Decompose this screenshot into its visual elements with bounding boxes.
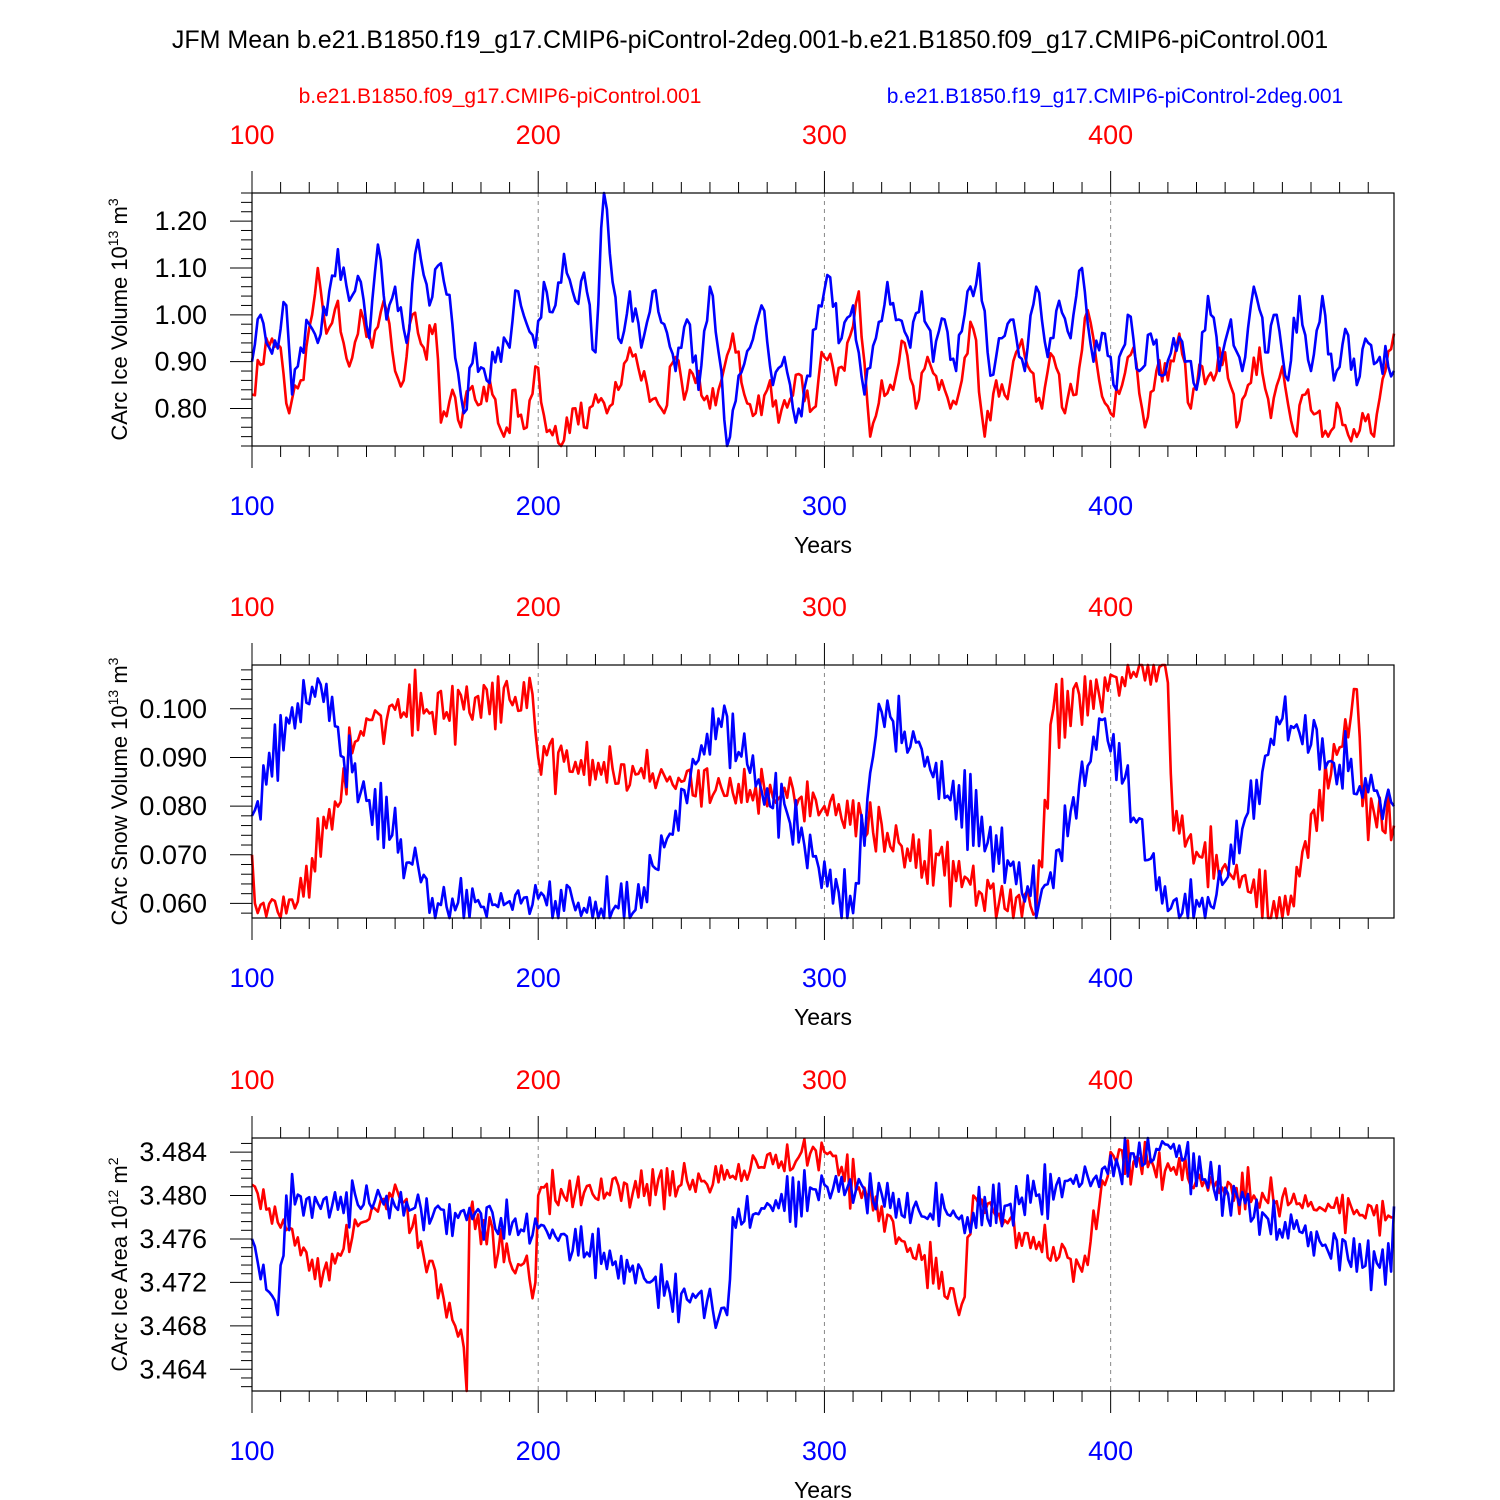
plot-frame: [251, 1137, 1395, 1392]
y-axis-label: CArc Snow Volume 1013 m3: [105, 657, 132, 925]
y-axis-label-unit: m: [107, 1165, 132, 1189]
x-tick-label-top: 400: [1088, 1065, 1133, 1095]
x-tick-label-bottom: 400: [1088, 1436, 1133, 1466]
y-axis-label-exponent: 13: [105, 690, 121, 706]
x-tick-label-top: 300: [802, 1065, 847, 1095]
y-axis-label-text: CArc Ice Volume 10: [107, 246, 132, 440]
x-tick-label-bottom: 100: [229, 1436, 274, 1466]
series-line-blue: [250, 191, 1396, 448]
series-line-red: [250, 663, 1396, 920]
x-tick-label-top: 300: [802, 592, 847, 622]
y-tick-label: 3.472: [139, 1267, 207, 1297]
x-tick-label-bottom: 200: [516, 963, 561, 993]
y-tick-label: 1.10: [154, 253, 207, 283]
y-axis-label-unit-exponent: 3: [105, 198, 121, 206]
y-tick-label: 3.480: [139, 1181, 207, 1211]
y-tick-label: 1.20: [154, 206, 207, 236]
x-axis-label: Years: [794, 532, 852, 558]
series-line-red: [251, 266, 1396, 448]
y-tick-label: 3.464: [139, 1354, 207, 1384]
x-axis-label: Years: [794, 1477, 852, 1500]
y-tick-label: 3.484: [139, 1137, 207, 1167]
x-tick-label-top: 400: [1088, 592, 1133, 622]
x-tick-label-bottom: 300: [802, 491, 847, 521]
x-tick-label-bottom: 200: [516, 1436, 561, 1466]
y-axis-label-unit-exponent: 2: [105, 1157, 121, 1165]
y-tick-label: 0.90: [154, 347, 207, 377]
legend-blue-label: b.e21.B1850.f19_g17.CMIP6-piControl-2deg…: [887, 85, 1343, 108]
y-axis-label-unit: m: [107, 665, 132, 689]
chart-panel-3: 100 200 300 400 100 200 300 400 Years 3.464 3.468 3…: [105, 1065, 1396, 1500]
y-axis-label: CArc Ice Area 1012 m2: [105, 1157, 132, 1371]
y-tick-label: 0.060: [139, 888, 207, 918]
legend-red-label: b.e21.B1850.f09_g17.CMIP6-piControl.001: [299, 85, 702, 108]
x-tick-label-bottom: 100: [229, 491, 274, 521]
y-tick-label: 0.80: [154, 394, 207, 424]
x-tick-label-top: 100: [229, 120, 274, 150]
x-tick-label-top: 100: [229, 592, 274, 622]
series-line-red: [251, 1137, 1395, 1393]
x-tick-label-top: 300: [802, 120, 847, 150]
y-axis-label-text: CArc Snow Volume 10: [107, 705, 132, 925]
y-axis-label-exponent: 12: [105, 1189, 121, 1205]
y-axis-label-exponent: 13: [105, 230, 121, 246]
x-tick-label-top: 200: [516, 120, 561, 150]
y-tick-label: 0.080: [139, 791, 207, 821]
x-tick-label-bottom: 200: [516, 491, 561, 521]
x-tick-label-bottom: 100: [229, 963, 274, 993]
x-axis-label: Years: [794, 1004, 852, 1030]
series-line-blue: [250, 1136, 1396, 1330]
y-axis-label-unit: m: [107, 206, 132, 230]
plot-frame: [251, 664, 1395, 919]
chart-panel-1: 100 200 300 400 100 200 300 400 Years 0.80 0.90 1.0…: [105, 120, 1396, 558]
x-tick-label-bottom: 300: [802, 1436, 847, 1466]
y-tick-label: 3.468: [139, 1311, 207, 1341]
y-axis-label-unit-exponent: 3: [105, 657, 121, 665]
x-tick-label-bottom: 400: [1088, 963, 1133, 993]
x-tick-label-bottom: 300: [802, 963, 847, 993]
figure-title: JFM Mean b.e21.B1850.f19_g17.CMIP6-piCon…: [172, 26, 1328, 54]
x-tick-label-top: 100: [229, 1065, 274, 1095]
y-tick-label: 3.476: [139, 1224, 207, 1254]
plot-frame: [251, 192, 1395, 447]
series-line-blue: [250, 677, 1396, 920]
y-tick-label: 0.100: [139, 694, 207, 724]
chart-panel-2: 100 200 300 400 100 200 300 400 Years 0.060 0.070 0…: [105, 592, 1396, 1030]
y-tick-label: 1.00: [154, 300, 207, 330]
x-tick-label-bottom: 400: [1088, 491, 1133, 521]
x-tick-label-top: 400: [1088, 120, 1133, 150]
panels: 100 200 300 400 100 200 300 400 Years 0.80 0.90 1.0…: [105, 120, 1396, 1500]
y-tick-label: 0.090: [139, 742, 207, 772]
y-axis-label-text: CArc Ice Area 10: [107, 1205, 132, 1371]
y-axis-label: CArc Ice Volume 1013 m3: [105, 198, 132, 440]
x-tick-label-top: 200: [516, 592, 561, 622]
x-tick-label-top: 200: [516, 1065, 561, 1095]
y-tick-label: 0.070: [139, 840, 207, 870]
